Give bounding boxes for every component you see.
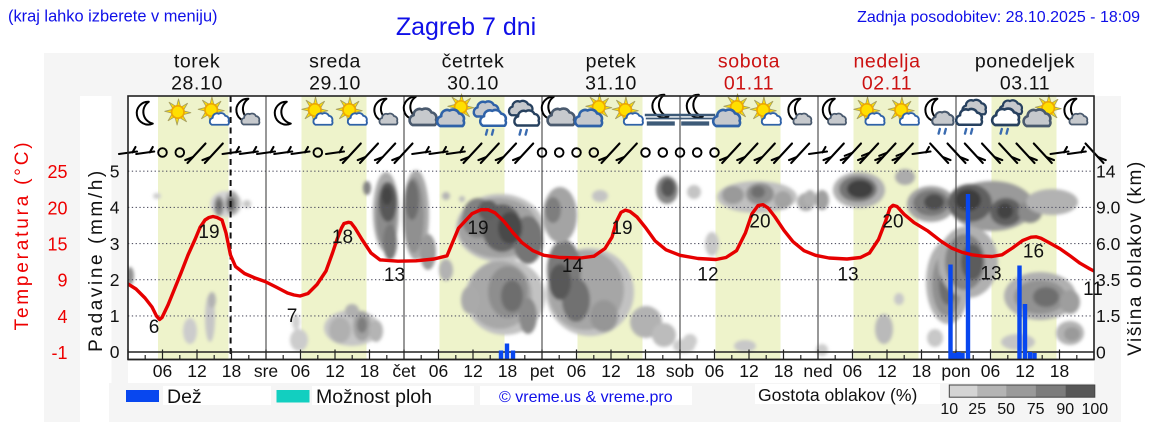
svg-text:13: 13 [837, 265, 858, 286]
svg-text:1.5: 1.5 [1096, 306, 1120, 326]
svg-text:petek: petek [586, 51, 637, 73]
svg-text:90: 90 [1056, 401, 1074, 418]
svg-text:29.10: 29.10 [309, 73, 361, 95]
svg-text:0: 0 [110, 342, 120, 362]
svg-text:2: 2 [110, 270, 120, 290]
svg-text:18: 18 [332, 227, 353, 248]
svg-text:100: 100 [1081, 401, 1108, 418]
svg-text:sobota: sobota [718, 51, 780, 73]
svg-text:Padavine (mm/h): Padavine (mm/h) [86, 168, 107, 352]
svg-text:0: 0 [1096, 342, 1106, 362]
svg-text:06: 06 [843, 361, 862, 381]
svg-text:50: 50 [997, 401, 1015, 418]
svg-text:01.11: 01.11 [724, 73, 774, 95]
svg-text:12: 12 [1015, 361, 1034, 381]
svg-text:06: 06 [429, 361, 448, 381]
svg-text:ponedeljek: ponedeljek [975, 51, 1075, 73]
svg-text:nedelja: nedelja [853, 51, 920, 73]
svg-text:-1: -1 [51, 343, 67, 363]
svg-text:ned: ned [803, 361, 832, 381]
svg-text:20: 20 [47, 198, 67, 218]
svg-text:1: 1 [110, 306, 120, 326]
svg-text:18: 18 [774, 361, 793, 381]
svg-text:12: 12 [739, 361, 758, 381]
svg-text:torek: torek [174, 51, 220, 73]
svg-text:30.10: 30.10 [447, 73, 499, 95]
svg-text:Temperatura (°C): Temperatura (°C) [12, 140, 33, 331]
svg-text:02.11: 02.11 [862, 73, 912, 95]
svg-text:13: 13 [980, 264, 1001, 285]
svg-text:19: 19 [467, 218, 488, 239]
svg-text:19: 19 [198, 222, 219, 243]
svg-text:06: 06 [567, 361, 586, 381]
svg-text:9: 9 [57, 271, 67, 291]
svg-text:06: 06 [705, 361, 724, 381]
svg-text:20: 20 [882, 212, 903, 233]
svg-text:06: 06 [981, 361, 1000, 381]
svg-text:25: 25 [47, 162, 67, 182]
svg-text:čet: čet [392, 361, 415, 381]
svg-text:Gostota oblakov (%): Gostota oblakov (%) [758, 385, 917, 405]
svg-text:18: 18 [912, 361, 931, 381]
svg-text:10: 10 [940, 401, 958, 418]
svg-text:Dež: Dež [167, 386, 202, 408]
svg-text:16: 16 [1023, 242, 1044, 263]
svg-text:14: 14 [1096, 162, 1116, 182]
svg-text:18: 18 [222, 361, 241, 381]
svg-text:5: 5 [110, 161, 120, 181]
svg-text:11: 11 [1083, 279, 1103, 300]
svg-text:9.0: 9.0 [1096, 198, 1121, 218]
svg-text:15: 15 [47, 235, 67, 255]
svg-text:četrtek: četrtek [442, 51, 505, 73]
svg-text:sre: sre [254, 361, 278, 381]
svg-text:Možnost ploh: Možnost ploh [316, 386, 432, 408]
svg-text:14: 14 [562, 256, 584, 277]
svg-text:Zagreb 7 dni: Zagreb 7 dni [396, 13, 536, 41]
svg-text:sob: sob [666, 361, 694, 381]
svg-text:25: 25 [968, 401, 986, 418]
svg-text:12: 12 [187, 361, 206, 381]
svg-text:31.10: 31.10 [585, 73, 637, 95]
svg-text:06: 06 [153, 361, 172, 381]
svg-text:3.5: 3.5 [1096, 270, 1120, 290]
svg-text:Zadnja posodobitev: 28.10.2025: Zadnja posodobitev: 28.10.2025 - 18:09 [857, 9, 1140, 26]
svg-text:© vreme.us & vreme.pro: © vreme.us & vreme.pro [499, 389, 673, 406]
svg-text:(kraj lahko izberete v meniju): (kraj lahko izberete v meniju) [8, 8, 218, 26]
svg-text:3: 3 [110, 234, 120, 254]
svg-text:18: 18 [360, 361, 379, 381]
svg-text:6.0: 6.0 [1096, 234, 1121, 254]
svg-text:12: 12 [463, 361, 482, 381]
svg-text:Višina oblakov (km): Višina oblakov (km) [1125, 160, 1146, 356]
svg-text:12: 12 [877, 361, 896, 381]
svg-text:13: 13 [384, 265, 405, 286]
svg-text:06: 06 [291, 361, 310, 381]
svg-text:12: 12 [697, 265, 718, 286]
svg-text:03.11: 03.11 [1000, 73, 1050, 95]
svg-text:4: 4 [110, 198, 120, 218]
svg-text:6: 6 [149, 317, 160, 338]
svg-text:18: 18 [498, 361, 517, 381]
svg-text:18: 18 [1050, 361, 1069, 381]
svg-text:18: 18 [636, 361, 655, 381]
svg-text:4: 4 [57, 307, 67, 327]
svg-text:19: 19 [611, 218, 632, 239]
svg-text:pet: pet [530, 361, 554, 381]
svg-text:7: 7 [287, 306, 298, 327]
svg-text:75: 75 [1027, 401, 1045, 418]
svg-text:sreda: sreda [309, 51, 361, 73]
svg-text:20: 20 [749, 212, 770, 233]
svg-text:12: 12 [601, 361, 620, 381]
svg-text:pon: pon [941, 361, 970, 381]
svg-text:28.10: 28.10 [171, 73, 223, 95]
svg-text:12: 12 [325, 361, 344, 381]
